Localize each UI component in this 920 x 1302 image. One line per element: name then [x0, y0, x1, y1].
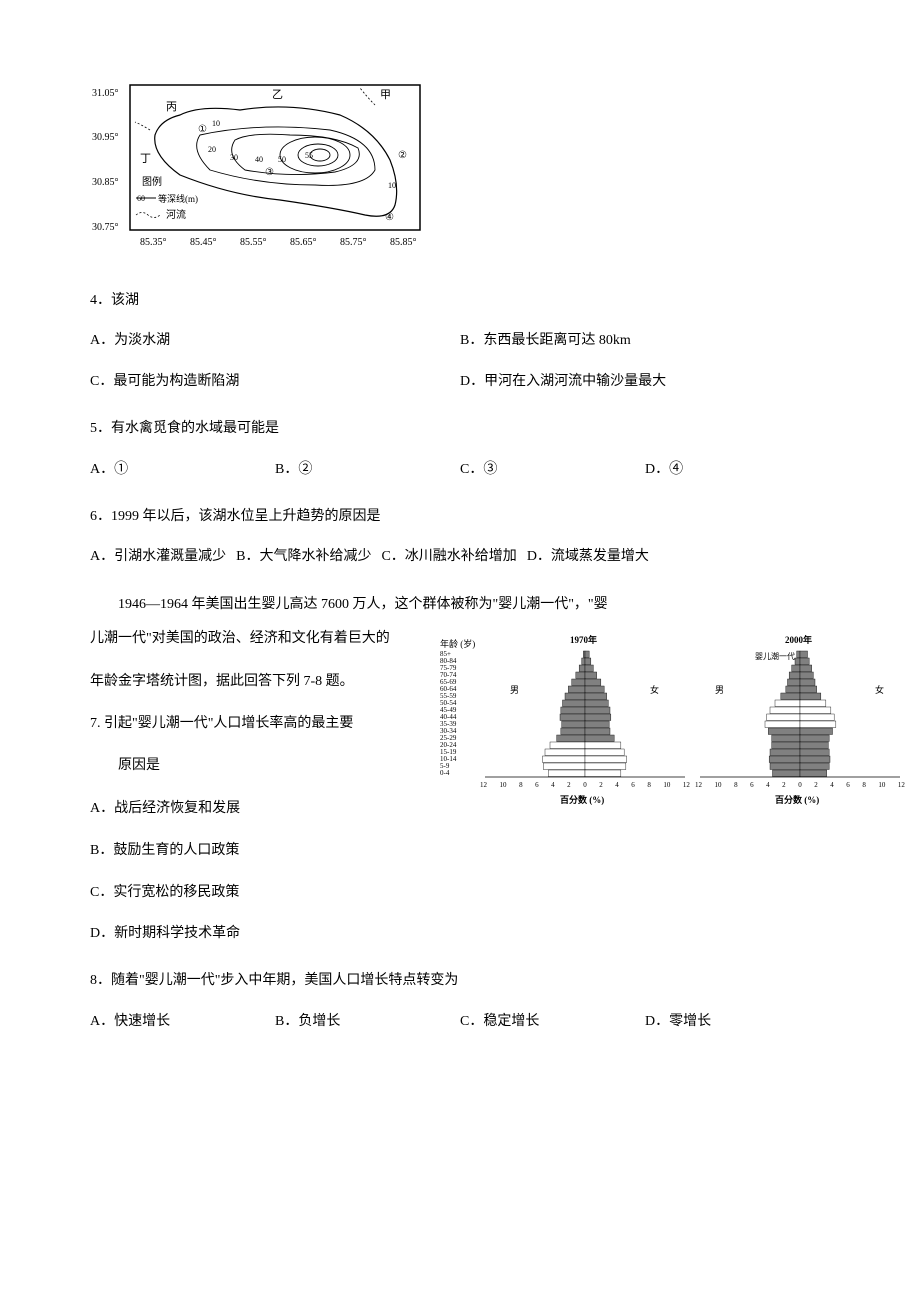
label-jia: 甲 [380, 89, 391, 101]
svg-text:10: 10 [212, 119, 220, 128]
q6-opt-a: A．引湖水灌溉量减少 [90, 546, 226, 568]
q6-opt-d: D．流域蒸发量增大 [527, 546, 649, 568]
q5-stem: 5．有水禽觅食的水域最可能是 [90, 418, 830, 440]
svg-text:河流: 河流 [166, 208, 186, 221]
svg-text:30.95°: 30.95° [92, 132, 119, 143]
q7-opt-c: C．实行宽松的移民政策 [90, 882, 830, 904]
passage-7-line2: 儿潮一代"对美国的政治、经济和文化有着巨大的 [90, 628, 445, 650]
q5-opt-c: C．③ [460, 459, 645, 481]
q8-opt-b: B．负增长 [275, 1011, 460, 1033]
q5-opt-a: A．① [90, 459, 275, 481]
svg-text:85.75°: 85.75° [340, 237, 367, 248]
q8-stem: 8．随着"婴儿潮一代"步入中年期，美国人口增长特点转变为 [90, 970, 830, 992]
pyramid-1970: 1970年 男 女 12108642024681012 百分数 (%) [480, 633, 690, 813]
q4-opt-b: B．东西最长距离可达 80km [460, 330, 830, 352]
q6-stem: 6．1999 年以后，该湖水位呈上升趋势的原因是 [90, 506, 830, 528]
svg-text:85.65°: 85.65° [290, 237, 317, 248]
svg-text:30.75°: 30.75° [92, 222, 119, 233]
q6-opt-c: C．冰川融水补给增加 [381, 546, 516, 568]
q4-opt-a: A．为淡水湖 [90, 330, 460, 352]
lake-map-svg: 甲 乙 丙 丁 ① ② ③ ④ 10 20 30 40 50 55 10 图例 … [90, 80, 430, 260]
passage-7-line1: 1946—1964 年美国出生婴儿高达 7600 万人，这个群体被称为"婴儿潮一… [90, 594, 830, 616]
age-labels: 85+80-8475-7970-7465-6960-6455-5950-5445… [440, 651, 456, 777]
q5-opt-d: D．④ [645, 459, 830, 481]
question-4: 4．该湖 A．为淡水湖 B．东西最长距离可达 80km C．最可能为构造断陷湖 … [90, 290, 830, 393]
pyramid-2000: 2000年 婴儿潮一代 男 女 12108642024681012 百分数 (%… [695, 633, 905, 813]
q4-opt-c: C．最可能为构造断陷湖 [90, 371, 460, 393]
q5-opt-b: B．② [275, 459, 460, 481]
label-bing: 丙 [166, 101, 177, 113]
question-8: 8．随着"婴儿潮一代"步入中年期，美国人口增长特点转变为 A．快速增长 B．负增… [90, 970, 830, 1033]
svg-text:30.85°: 30.85° [92, 177, 119, 188]
svg-text:40: 40 [255, 155, 263, 164]
question-5: 5．有水禽觅食的水域最可能是 A．① B．② C．③ D．④ [90, 418, 830, 481]
svg-text:55: 55 [305, 151, 313, 160]
svg-text:图例: 图例 [142, 175, 162, 188]
population-pyramid-chart: 年龄 (岁) 85+80-8475-7970-7465-6960-6455-59… [440, 633, 880, 813]
svg-text:30: 30 [230, 153, 238, 162]
svg-text:等深线(m): 等深线(m) [158, 193, 198, 204]
q8-opt-a: A．快速增长 [90, 1011, 275, 1033]
q6-opt-b: B．大气降水补给减少 [236, 546, 371, 568]
svg-text:10: 10 [388, 181, 396, 190]
svg-text:③: ③ [265, 167, 274, 178]
pyramid-2000-svg [695, 633, 905, 788]
q8-opt-c: C．稳定增长 [460, 1011, 645, 1033]
svg-text:31.05°: 31.05° [92, 88, 119, 99]
svg-text:85.35°: 85.35° [140, 237, 167, 248]
context-with-chart: 儿潮一代"对美国的政治、经济和文化有着巨大的 年龄金字塔统计图，据此回答下列 7… [90, 628, 830, 862]
q7-opt-a: A．战后经济恢复和发展 [90, 798, 445, 820]
question-7-rest: C．实行宽松的移民政策 D．新时期科学技术革命 [90, 882, 830, 945]
passage-7-line3: 年龄金字塔统计图，据此回答下列 7-8 题。 [90, 671, 445, 693]
pyramid-1970-svg [480, 633, 690, 788]
q7-stem: 7. 引起"婴儿潮一代"人口增长率高的最主要 [90, 713, 445, 735]
svg-text:50: 50 [278, 155, 286, 164]
q7-stem2: 原因是 [90, 755, 445, 777]
question-6: 6．1999 年以后，该湖水位呈上升趋势的原因是 A．引湖水灌溉量减少 B．大气… [90, 506, 830, 569]
svg-text:①: ① [198, 124, 207, 135]
q7-opt-d: D．新时期科学技术革命 [90, 923, 830, 945]
svg-text:20: 20 [208, 145, 216, 154]
svg-text:85.85°: 85.85° [390, 237, 417, 248]
q4-opt-d: D．甲河在入湖河流中输沙量最大 [460, 371, 830, 393]
svg-text:④: ④ [385, 212, 394, 223]
label-yi: 乙 [272, 88, 283, 101]
q7-opt-b: B．鼓励生育的人口政策 [90, 840, 445, 862]
svg-text:60: 60 [137, 194, 145, 203]
svg-text:85.45°: 85.45° [190, 237, 217, 248]
svg-text:②: ② [398, 150, 407, 161]
label-ding: 丁 [140, 153, 151, 165]
q8-opt-d: D．零增长 [645, 1011, 830, 1033]
lake-map-figure: 甲 乙 丙 丁 ① ② ③ ④ 10 20 30 40 50 55 10 图例 … [90, 80, 430, 260]
svg-text:85.55°: 85.55° [240, 237, 267, 248]
q4-stem: 4．该湖 [90, 290, 830, 312]
